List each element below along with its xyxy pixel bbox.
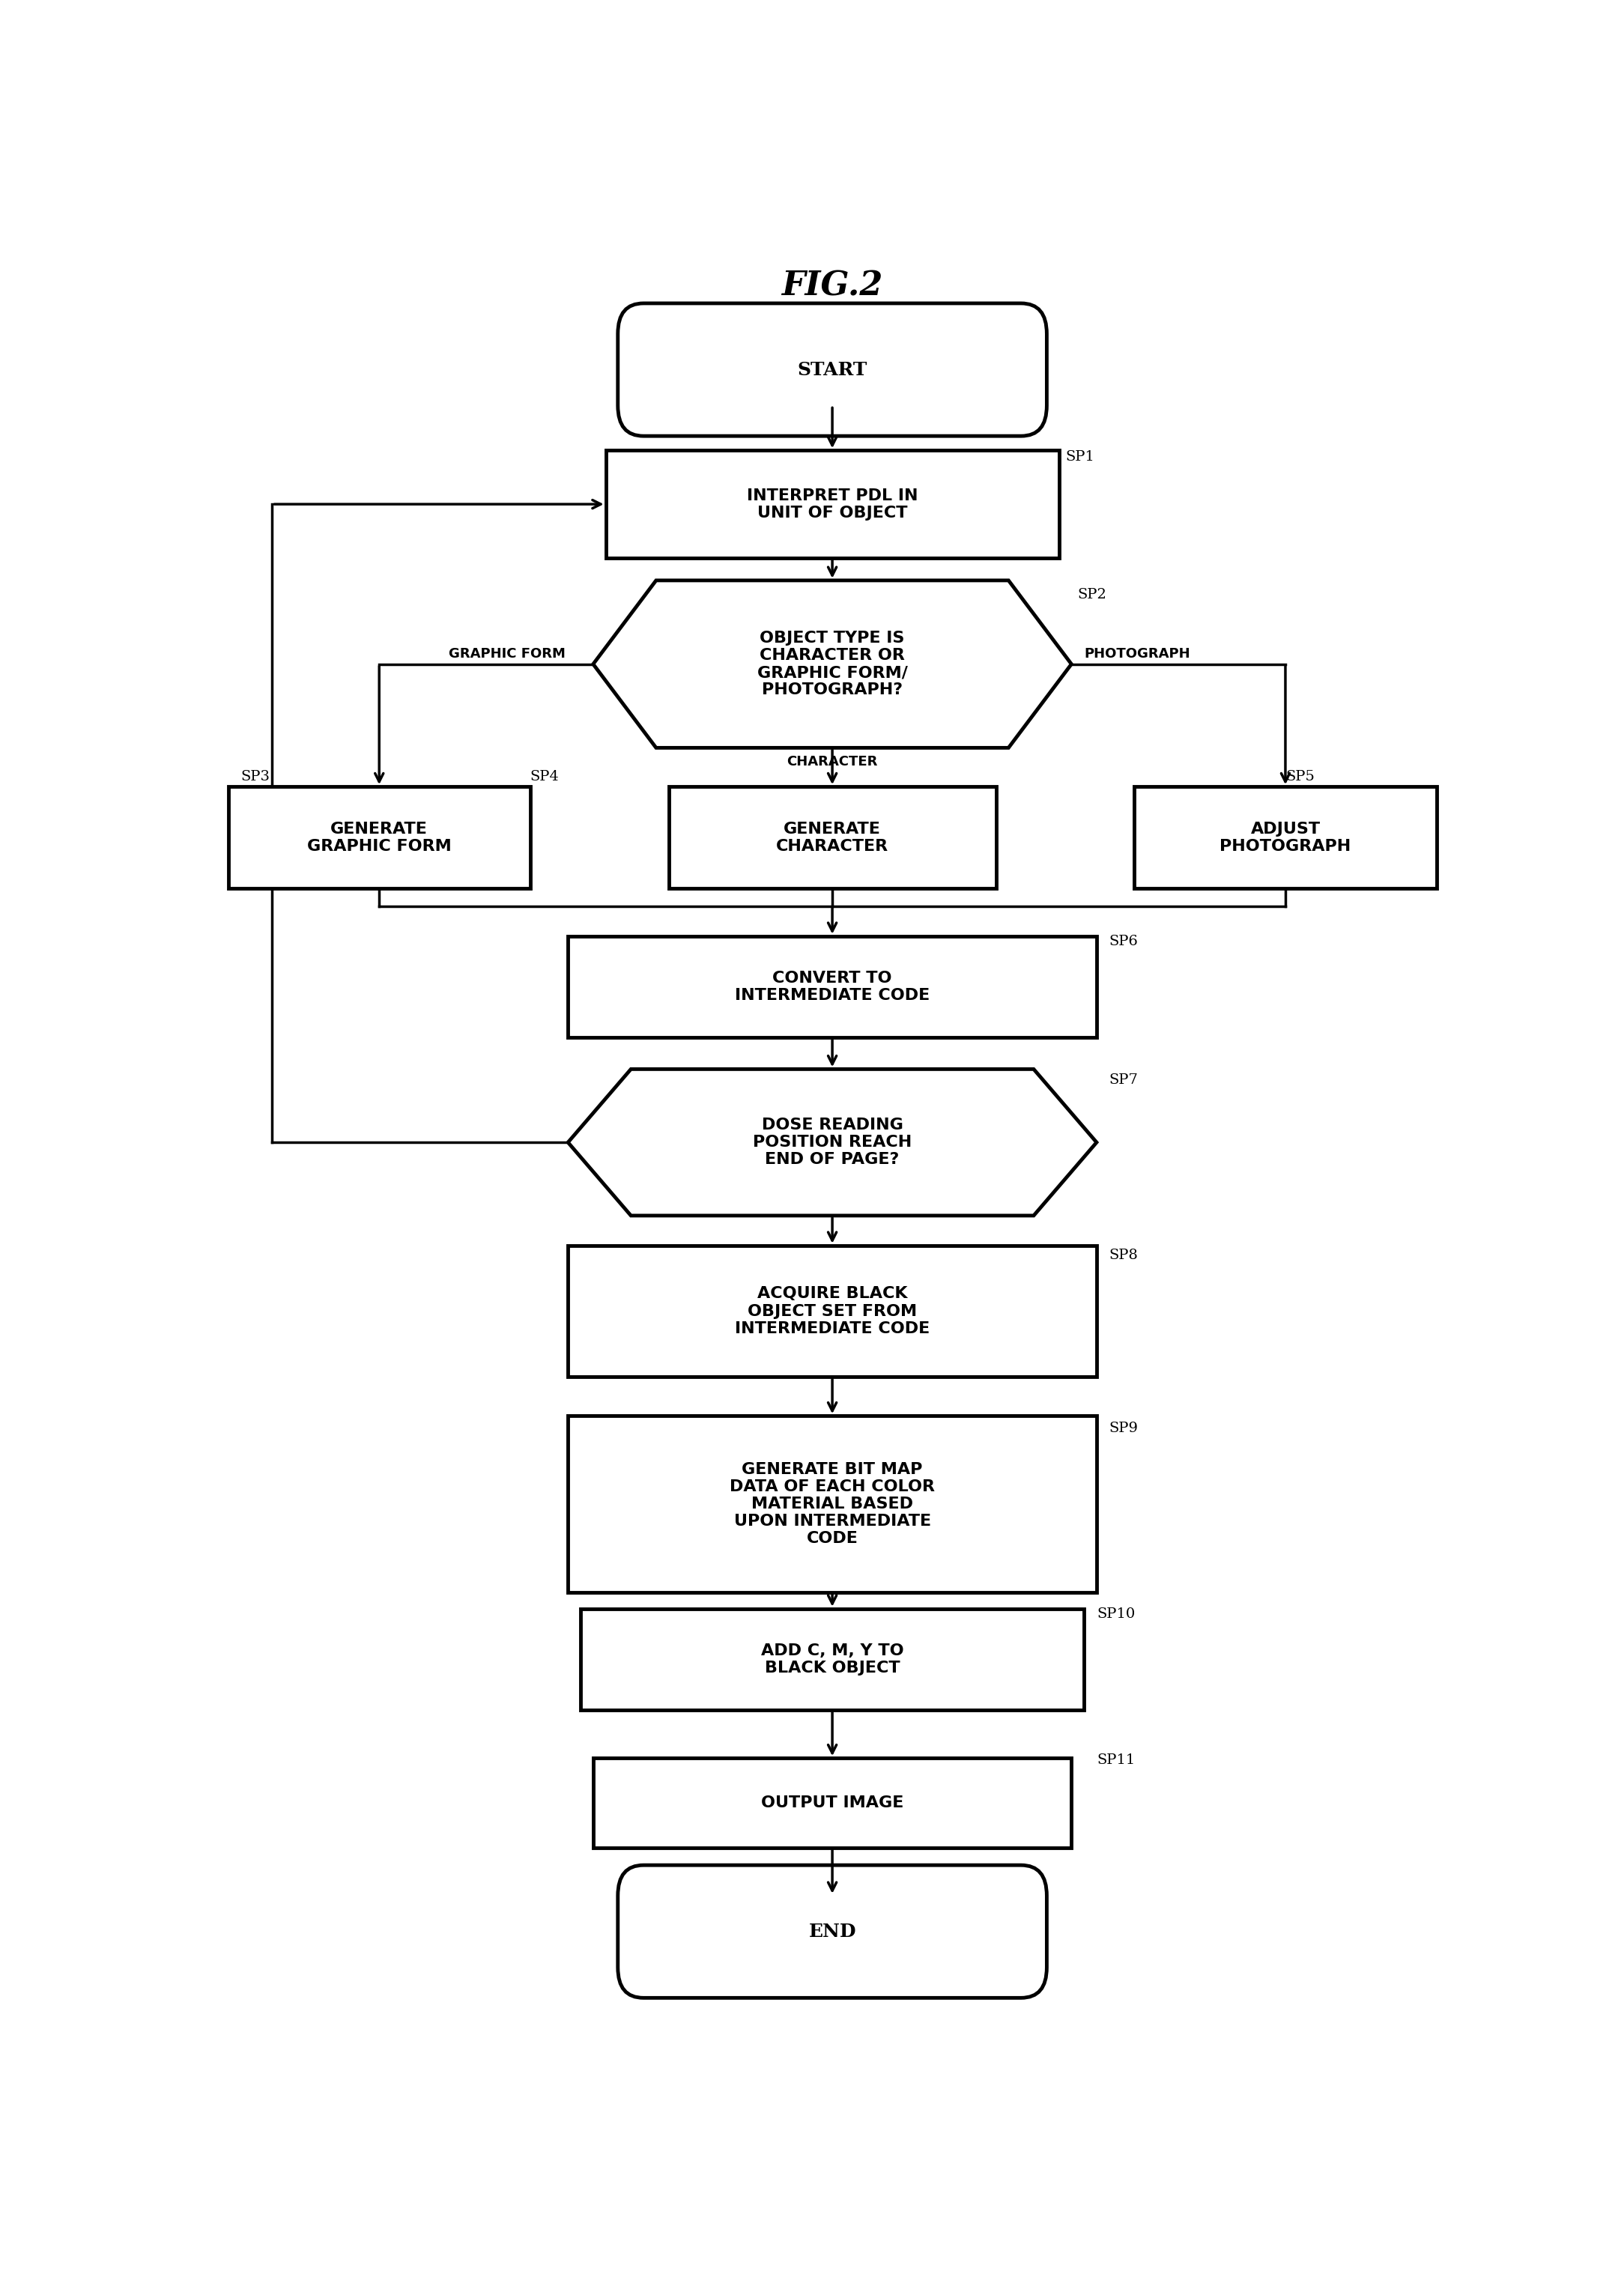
Text: SP8: SP8 [1109,1249,1138,1263]
Text: SP4: SP4 [529,770,559,783]
Text: ADJUST
PHOTOGRAPH: ADJUST PHOTOGRAPH [1220,822,1351,854]
Bar [669,786,996,888]
Text: SP7: SP7 [1109,1074,1138,1088]
Bar [227,786,529,888]
Text: END: END [809,1924,856,1939]
Text: START: START [797,361,867,379]
Bar [1134,786,1436,888]
Text: CONVERT TO
INTERMEDIATE CODE: CONVERT TO INTERMEDIATE CODE [734,970,931,1004]
Text: CHARACTER: CHARACTER [788,756,877,770]
Text: SP3: SP3 [240,770,270,783]
Text: SP1: SP1 [1065,450,1095,463]
Bar [568,936,1096,1038]
Text: DOSE READING
POSITION REACH
END OF PAGE?: DOSE READING POSITION REACH END OF PAGE? [754,1117,911,1167]
Text: INTERPRET PDL IN
UNIT OF OBJECT: INTERPRET PDL IN UNIT OF OBJECT [747,488,918,520]
Bar [593,1758,1072,1849]
Polygon shape [568,1070,1096,1215]
FancyBboxPatch shape [617,304,1047,436]
Polygon shape [593,581,1072,747]
Text: ADD C, M, Y TO
BLACK OBJECT: ADD C, M, Y TO BLACK OBJECT [762,1644,903,1676]
Text: SP10: SP10 [1096,1608,1135,1621]
Text: GENERATE
CHARACTER: GENERATE CHARACTER [776,822,888,854]
Text: PHOTOGRAPH: PHOTOGRAPH [1083,647,1190,661]
Text: GENERATE
GRAPHIC FORM: GENERATE GRAPHIC FORM [307,822,451,854]
Text: SP11: SP11 [1096,1753,1135,1767]
Text: GENERATE BIT MAP
DATA OF EACH COLOR
MATERIAL BASED
UPON INTERMEDIATE
CODE: GENERATE BIT MAP DATA OF EACH COLOR MATE… [729,1463,935,1547]
Text: SP2: SP2 [1078,588,1108,602]
Text: SP6: SP6 [1109,936,1138,947]
Text: SP5: SP5 [1286,770,1314,783]
Bar [568,1245,1096,1376]
Bar [606,450,1059,559]
Bar [568,1415,1096,1592]
Text: GRAPHIC FORM: GRAPHIC FORM [448,647,565,661]
Bar [581,1608,1083,1710]
Text: SP9: SP9 [1109,1422,1138,1435]
Text: OUTPUT IMAGE: OUTPUT IMAGE [762,1796,903,1810]
Text: OBJECT TYPE IS
CHARACTER OR
GRAPHIC FORM/
PHOTOGRAPH?: OBJECT TYPE IS CHARACTER OR GRAPHIC FORM… [757,631,908,697]
Text: ACQUIRE BLACK
OBJECT SET FROM
INTERMEDIATE CODE: ACQUIRE BLACK OBJECT SET FROM INTERMEDIA… [734,1285,931,1335]
FancyBboxPatch shape [617,1864,1047,1998]
Text: FIG.2: FIG.2 [781,270,883,302]
